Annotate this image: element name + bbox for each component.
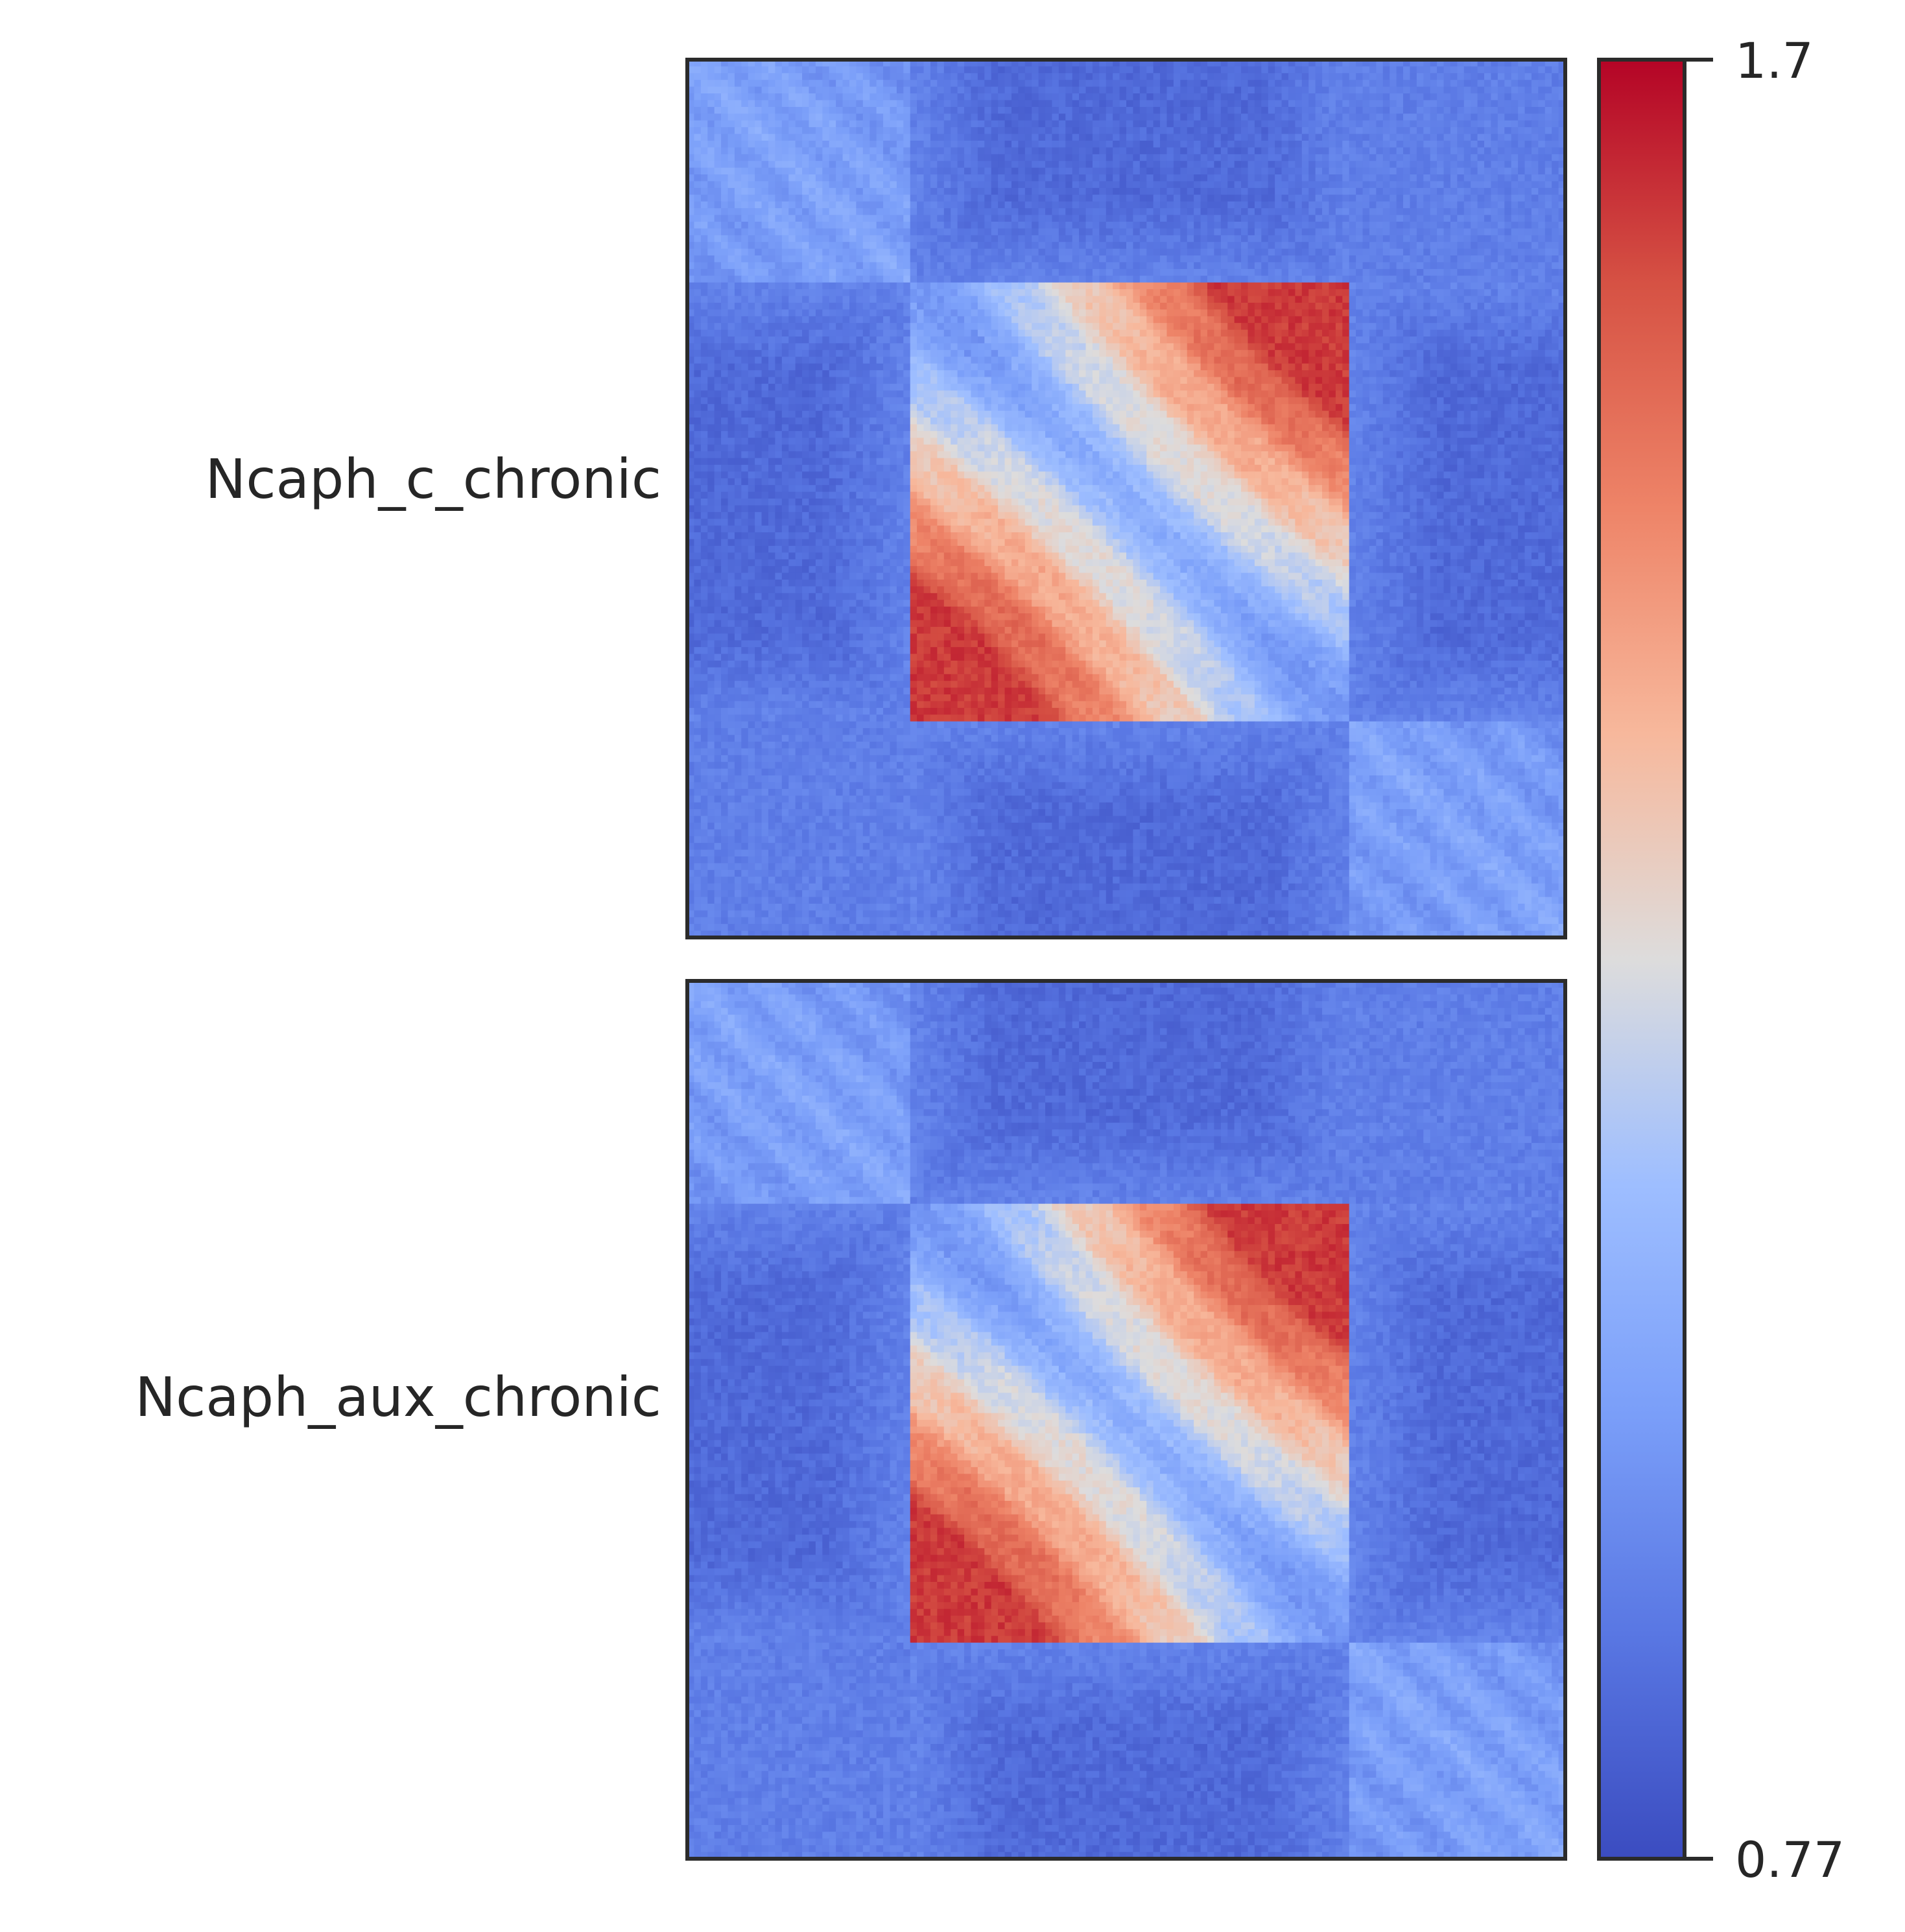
colorbar-tick-label-max: 1.7 bbox=[1735, 32, 1814, 89]
colorbar-gradient bbox=[1599, 60, 1685, 1859]
colorbar: 1.7 0.77 bbox=[1597, 32, 1845, 1889]
panel-2-heatmap bbox=[687, 981, 1566, 1859]
panel-1-heatmap bbox=[687, 60, 1566, 938]
panel-2-label: Ncaph_aux_chronic bbox=[135, 1365, 661, 1429]
panel-2-frame bbox=[685, 979, 1567, 1861]
panel-1: Ncaph_c_chronic bbox=[206, 58, 1567, 939]
colorbar-frame bbox=[1597, 58, 1686, 1861]
colorbar-tick-label-min: 0.77 bbox=[1735, 1831, 1845, 1889]
panel-2: Ncaph_aux_chronic bbox=[135, 979, 1567, 1861]
panel-1-frame bbox=[685, 58, 1567, 939]
panel-1-label: Ncaph_c_chronic bbox=[206, 447, 662, 511]
